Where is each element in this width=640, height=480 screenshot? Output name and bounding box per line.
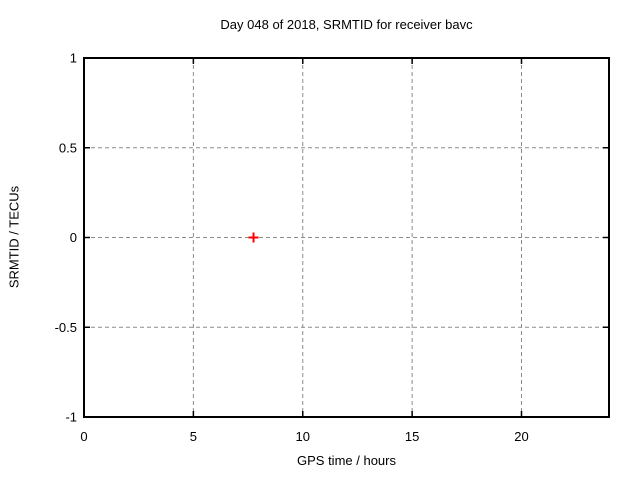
y-tick-label: 1	[70, 51, 77, 66]
y-tick-label: -0.5	[55, 320, 77, 335]
y-axis-label: SRMTID / TECUs	[6, 185, 22, 289]
y-tick-label: -1	[65, 410, 77, 425]
y-tick-label: 0.5	[59, 140, 77, 155]
x-tick-label: 15	[405, 429, 419, 444]
y-tick-label: 0	[70, 230, 77, 245]
x-tick-label: 5	[190, 429, 197, 444]
x-tick-label: 0	[80, 429, 87, 444]
chart-title: Day 048 of 2018, SRMTID for receiver bav…	[220, 17, 473, 32]
x-tick-label: 20	[514, 429, 528, 444]
x-tick-label: 10	[296, 429, 310, 444]
data-point-marker	[248, 232, 259, 243]
x-axis-label: GPS time / hours	[297, 453, 396, 468]
